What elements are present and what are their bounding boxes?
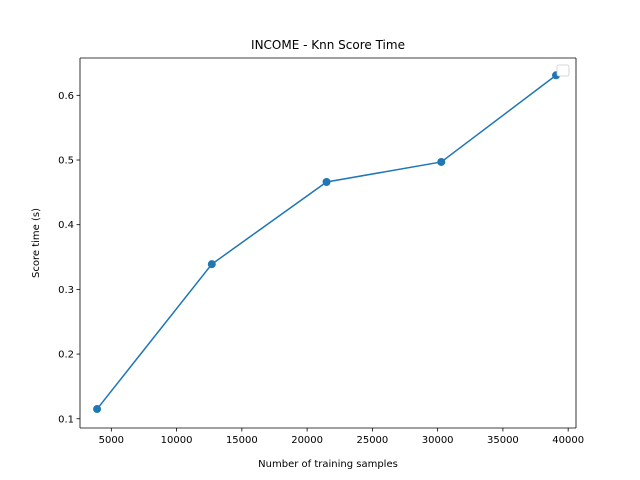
y-tick-label: 0.4 [58,220,74,231]
y-tick-label: 0.3 [58,285,74,296]
x-axis-ticks: 5000 10000 15000 20000 25000 30000 35000 40000 [99,428,584,446]
x-tick-label: 25000 [356,435,388,446]
data-point [437,157,446,166]
x-tick-label: 15000 [226,435,258,446]
plot-background [80,58,576,428]
x-tick-label: 40000 [552,435,584,446]
y-axis-title: Score time (s) [31,208,42,278]
x-tick-label: 35000 [487,435,519,446]
series-layer [93,71,561,414]
y-tick-label: 0.2 [58,350,74,361]
y-axis-ticks: 0.1 0.2 0.3 0.4 0.5 0.6 [58,91,80,425]
x-axis-title: Number of training samples [258,459,398,470]
legend-box [556,64,570,77]
x-tick-label: 5000 [99,435,124,446]
y-tick-label: 0.6 [58,91,74,102]
plot-area [80,58,576,428]
x-tick-label: 10000 [161,435,193,446]
chart-title: INCOME - Knn Score Time [251,38,405,52]
plot-frame [79,57,577,429]
data-point [93,405,102,414]
y-tick-label: 0.5 [58,156,74,167]
x-tick-label: 30000 [422,435,454,446]
data-point [207,260,216,269]
y-tick-label: 0.1 [58,414,74,425]
x-tick-label: 20000 [291,435,323,446]
data-point [322,178,331,187]
